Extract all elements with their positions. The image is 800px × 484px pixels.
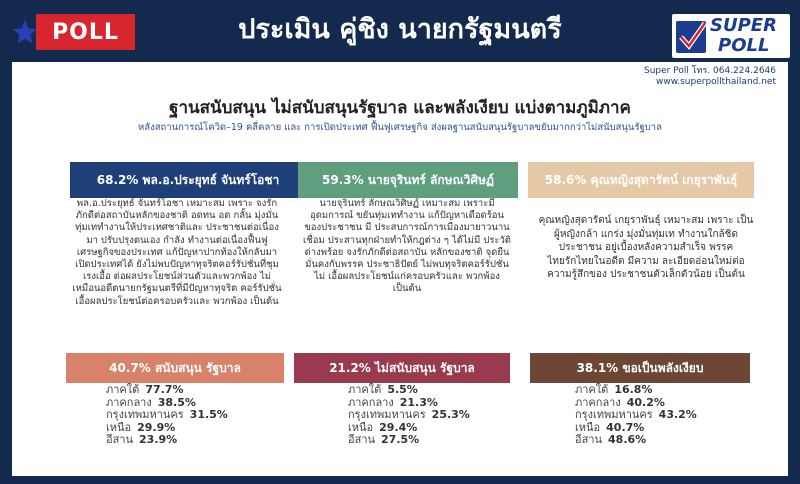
list-item: เหนือ 40.7% (575, 420, 645, 434)
support-region-list: ภาคใต้ 77.7% ภาคกลาง 38.5% กรุงเทพมหานคร 31… (106, 383, 228, 447)
poll-tag: POLL (36, 14, 135, 50)
contact-info: Super Poll โทร. 064.224.2646 www.superpo… (644, 66, 776, 88)
super-poll-logo: SUPER POLL (672, 14, 790, 58)
candidate-description-sudarat: คุณหญิงสุดารัตน์ เกยุราพันธุ์ เหมาะสม เพ… (538, 215, 754, 280)
candidate-description-prayut: พล.อ.ประยุทธ์ จันทร์โอชา เหมาะสม เพราะ จ… (72, 198, 282, 307)
list-item: ภาคกลาง 40.2% (575, 395, 665, 409)
list-item: อีสาน 48.6% (575, 433, 647, 446)
list-item: อีสาน 27.5% (348, 433, 420, 446)
support-heading: 40.7% สนับสนุน รัฐบาล (66, 353, 284, 383)
checkmark-icon (676, 21, 708, 53)
content-panel: Super Poll โทร. 064.224.2646 www.superpo… (12, 62, 788, 476)
list-item: ภาคใต้ 16.8% (575, 383, 653, 396)
candidate-heading-prayut: 68.2% พล.อ.ประยุทธ์ จันทร์โอชา (70, 162, 306, 198)
oppose-heading: 21.2% ไม่สนับสนุน รัฐบาล (294, 353, 510, 383)
logo-text-super: SUPER (710, 15, 777, 36)
silent-region-list: ภาคใต้ 16.8% ภาคกลาง 40.2% กรุงเทพมหานคร 43… (575, 383, 697, 447)
list-item: กรุงเทพมหานคร 25.3% (348, 408, 470, 421)
list-item: ภาคกลาง 38.5% (106, 395, 196, 409)
list-item: กรุงเทพมหานคร 31.5% (106, 408, 228, 421)
contact-website: www.superpollthailand.net (656, 77, 776, 87)
report-title: ฐานสนับสนุน ไม่สนับสนุนรัฐบาล และพลังเงี… (169, 98, 631, 118)
contact-phone: Super Poll โทร. 064.224.2646 (643, 66, 776, 76)
silent-heading: 38.1% ขอเป็นพลังเงียบ (530, 353, 750, 383)
list-item: เหนือ 29.4% (348, 420, 418, 434)
star-icon (13, 20, 37, 44)
candidate-heading-jurin: 59.3% นายจุรินทร์ ลักษณวิศิษฏ์ (298, 162, 518, 198)
list-item: ภาคใต้ 77.7% (106, 383, 184, 396)
list-item: ภาคใต้ 5.5% (348, 383, 418, 396)
oppose-region-list: ภาคใต้ 5.5% ภาคกลาง 21.3% กรุงเทพมหานคร 25.… (348, 383, 470, 447)
candidate-description-jurin: นายจุรินทร์ ลักษณวิศิษฏ์ เหมาะสม เพราะมี… (303, 198, 511, 295)
list-item: อีสาน 23.9% (106, 433, 178, 446)
logo-text-poll: POLL (718, 35, 770, 56)
list-item: กรุงเทพมหานคร 43.2% (575, 408, 697, 421)
report-subtitle: หลังสถานการณ์โควิด–19 คลี่คลาย และ การเป… (138, 122, 662, 133)
page-title: ประเมิน คู่ชิง นายกรัฐมนตรี (238, 14, 562, 45)
list-item: ภาคกลาง 21.3% (348, 395, 438, 409)
list-item: เหนือ 29.9% (106, 420, 176, 434)
candidate-heading-sudarat: 58.6% คุณหญิงสุดารัตน์ เกยุราพันธุ์ (528, 162, 754, 198)
header-bar: POLL ประเมิน คู่ชิง นายกรัฐมนตรี SUPER P… (0, 0, 800, 60)
